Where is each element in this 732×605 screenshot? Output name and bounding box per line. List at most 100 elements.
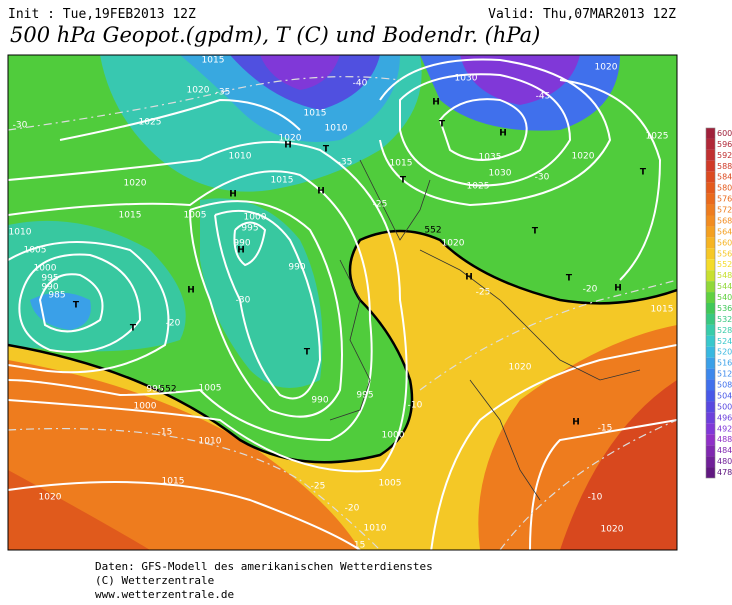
contour-label: 1020 [124,179,147,189]
pressure-center: H [284,141,292,151]
colorbar-cell [706,226,715,238]
colorbar-label: 568 [717,216,732,225]
colorbar-cell [706,467,715,478]
contour-label: 1005 [24,246,47,256]
map: 101510201025-301020101510101005100099599… [8,55,677,550]
colorbar-cell [706,390,715,402]
colorbar-cell [706,456,715,468]
contour-label: 995 [356,391,373,401]
colorbar-cell [706,434,715,446]
contour-label: -25 [373,200,388,210]
colorbar-cell [706,313,715,325]
colorbar-cell [706,412,715,424]
contour-label: 1030 [455,74,478,84]
colorbar-label: 512 [717,370,732,379]
colorbar-cell [706,346,715,358]
contour-label: 1020 [601,525,624,535]
contour-label: 1015 [202,56,225,66]
contour-label: 1020 [187,86,210,96]
pressure-center: T [304,348,311,358]
contour-label: 552 [424,226,441,236]
colorbar-cell [706,401,715,413]
contour-label: 1015 [390,159,413,169]
contour-label: -20 [166,319,181,329]
pressure-center: H [499,129,507,139]
contour-label: 995 [146,385,163,395]
colorbar-cell [706,204,715,216]
colorbar-cell [706,160,715,172]
pressure-center: H [572,418,580,428]
contour-label: -15 [598,424,613,434]
contour-label: 1000 [134,402,157,412]
pressure-center: H [465,273,473,283]
contour-label: -15 [158,428,173,438]
pressure-center: T [439,120,446,130]
pressure-center: T [566,274,573,284]
contour-label: 995 [41,274,58,284]
contour-label: 1005 [379,479,402,489]
colorbar-cell [706,281,715,293]
contour-label: 1005 [184,211,207,221]
colorbar-cell [706,357,715,369]
contour-label: 1020 [442,239,465,249]
contour-label: 1015 [651,305,674,315]
colorbar-label: 492 [717,424,732,433]
contour-label: 1010 [364,524,387,534]
contour-label: 1025 [139,118,162,128]
contour-label: 990 [288,263,305,273]
contour-label: 1005 [199,384,222,394]
contour-label: 1010 [199,437,222,447]
contour-label: 1030 [489,169,512,179]
pressure-center: H [187,286,195,296]
contour-label: -25 [311,482,326,492]
colorbar-label: 584 [717,173,732,182]
contour-label: -20 [345,504,360,514]
colorbar-cell [706,324,715,336]
colorbar-label: 524 [717,337,732,346]
contour-label: -10 [588,493,603,503]
contour-label: -30 [13,121,28,131]
colorbar-label: 544 [717,282,732,291]
contour-label: 1000 [34,264,57,274]
colorbar-label: 480 [717,457,732,466]
colorbar-label: 592 [717,151,732,160]
contour-label: -10 [408,401,423,411]
colorbar-label: 588 [717,162,732,171]
valid-time: Valid: Thu,07MAR2013 12Z [488,7,676,22]
pressure-center: T [323,145,330,155]
colorbar-cell [706,171,715,183]
init-time: Init : Tue,19FEB2013 12Z [8,7,196,22]
pressure-center: T [73,301,80,311]
colorbar-label: 600 [717,129,732,138]
colorbar-cell [706,303,715,314]
colorbar-label: 484 [717,446,732,455]
colorbar-cell [706,138,715,150]
colorbar-cell [706,248,715,260]
contour-label: 1025 [646,132,669,142]
contour-label: 1020 [509,363,532,373]
colorbar-label: 496 [717,413,732,422]
contour-label: 1015 [304,109,327,119]
contour-label: -30 [236,296,251,306]
pressure-center: H [317,187,325,197]
colorbar-label: 548 [717,271,732,280]
contour-label: 990 [41,283,58,293]
colorbar-label: 560 [717,238,732,247]
contour-label: 990 [233,239,250,249]
contour-label: 1020 [572,152,595,162]
contour-label: 1015 [271,176,294,186]
contour-label: 1025 [467,182,490,192]
colorbar-cell [706,335,715,347]
pressure-center: T [400,176,407,186]
contour-label: 1020 [595,63,618,73]
pressure-center: H [229,190,237,200]
contour-label: -30 [535,173,550,183]
colorbar-label: 516 [717,359,732,368]
colorbar-label: 508 [717,381,732,390]
colorbar-label: 576 [717,195,732,204]
contour-label: 990 [311,396,328,406]
colorbar-label: 580 [717,184,732,193]
pressure-center: T [532,227,539,237]
contour-label: 1015 [119,211,142,221]
colorbar-cell [706,379,715,391]
